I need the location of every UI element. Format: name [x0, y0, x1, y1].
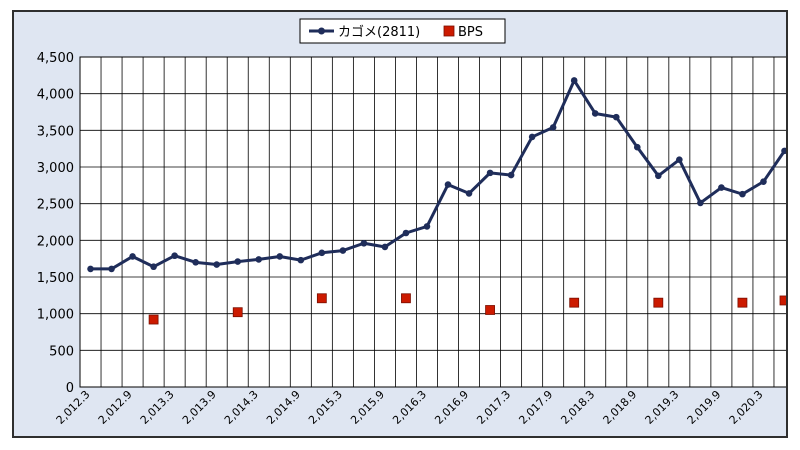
- y-axis: 0 500 1,000 1,500 2,000 2,500 3,000 3,500 4,000 4…: [37, 51, 74, 396]
- kagome-price-point: [192, 259, 199, 266]
- kagome-price-point: [591, 110, 599, 117]
- kagome-price-point: [760, 178, 767, 185]
- kagome-price-line: [90, 78, 786, 271]
- kagome-price-point: [255, 256, 263, 263]
- x-tick-label: 2,013.9: [180, 388, 219, 427]
- kagome-price-point: [297, 256, 305, 264]
- y-tick-label: 0: [66, 381, 74, 396]
- kagome-price-point: [87, 265, 94, 273]
- x-tick-label: 2,018.9: [601, 388, 640, 427]
- x-tick-label: 2,015.3: [306, 388, 345, 427]
- kagome-price-point: [108, 265, 115, 273]
- series-layer: [87, 77, 786, 325]
- line-chart: 0 500 1,000 1,500 2,000 2,500 3,000 3,500 4,000 4…: [37, 18, 786, 427]
- kagome-price-point: [549, 124, 557, 131]
- bps-point: [316, 293, 327, 304]
- x-tick-label: 2,019.9: [685, 388, 724, 427]
- kagome-price-point: [507, 171, 515, 179]
- kagome-price-point: [612, 113, 620, 121]
- x-tick-label: 2,017.9: [516, 388, 555, 427]
- bps-point: [737, 297, 748, 308]
- kagome-price-point: [633, 143, 641, 151]
- bps-point: [569, 297, 580, 308]
- kagome-price-point: [339, 247, 347, 254]
- kagome-price-point: [528, 133, 536, 141]
- kagome-price-point: [129, 253, 136, 260]
- kagome-price-point: [402, 229, 410, 237]
- x-tick-label: 2,014.3: [222, 388, 261, 427]
- bps-point: [148, 314, 159, 325]
- chart-frame: 0 500 1,000 1,500 2,000 2,500 3,000 3,500 4,000 4…: [12, 10, 788, 438]
- plot-area: [79, 56, 786, 388]
- kagome-price-point: [318, 249, 326, 257]
- legend-label-kagome: カゴメ(2811): [338, 24, 420, 40]
- x-tick-label: 2,014.9: [264, 388, 303, 427]
- kagome-price-point: [739, 190, 746, 198]
- bps-point: [485, 305, 495, 315]
- y-tick-label: 1,000: [37, 308, 74, 323]
- kagome-price-point: [486, 169, 494, 177]
- gridlines: [80, 57, 786, 387]
- kagome-price-point: [171, 252, 178, 260]
- y-tick-label: 1,500: [37, 271, 74, 286]
- x-tick-label: 2,016.9: [432, 388, 471, 427]
- y-tick-label: 3,000: [37, 161, 74, 176]
- y-tick-label: 3,500: [37, 124, 74, 139]
- kagome-price-point: [718, 184, 725, 191]
- kagome-price-point: [697, 199, 704, 207]
- x-tick-label: 2,016.3: [390, 388, 429, 427]
- x-tick-label: 2,017.3: [474, 388, 513, 427]
- y-tick-label: 500: [49, 344, 74, 359]
- kagome-price-point: [676, 156, 683, 163]
- kagome-price-point: [276, 253, 284, 260]
- bps-point: [401, 293, 411, 304]
- bps-point: [653, 297, 664, 308]
- legend-line-marker: [318, 27, 325, 35]
- legend-marker-swatch: [443, 25, 455, 37]
- legend-box: [299, 18, 506, 44]
- bps-point: [232, 307, 243, 318]
- legend-label-bps: BPS: [458, 25, 483, 40]
- legend: カゴメ(2811) BPS: [299, 18, 506, 44]
- kagome-price-point: [781, 147, 786, 155]
- x-tick-label: 2,013.3: [138, 388, 177, 427]
- kagome-price-point: [444, 181, 452, 188]
- kagome-price-point: [360, 239, 368, 247]
- y-tick-label: 4,500: [37, 51, 74, 66]
- kagome-price-point: [423, 223, 431, 230]
- x-tick-label: 2,012.9: [96, 388, 135, 427]
- kagome-price-point: [150, 263, 157, 271]
- x-axis: 2,012.3 2,012.9 2,013.3 2,013.9 2,014.3 2,014…: [54, 388, 766, 427]
- x-tick-label: 2,019.3: [643, 388, 682, 427]
- x-tick-label: 2,020.3: [727, 388, 766, 427]
- x-tick-label: 2,018.3: [558, 388, 597, 427]
- y-tick-label: 4,000: [37, 88, 74, 103]
- kagome-price-point: [570, 77, 578, 84]
- kagome-price-point: [234, 258, 242, 265]
- kagome-price-point: [213, 261, 220, 268]
- y-tick-label: 2,500: [37, 198, 74, 213]
- y-tick-label: 2,000: [37, 234, 74, 249]
- x-tick-label: 2,015.9: [348, 388, 387, 427]
- kagome-price-point: [465, 190, 473, 197]
- kagome-price-point: [655, 172, 662, 180]
- bps-point: [779, 295, 786, 306]
- kagome-price-point: [381, 243, 389, 251]
